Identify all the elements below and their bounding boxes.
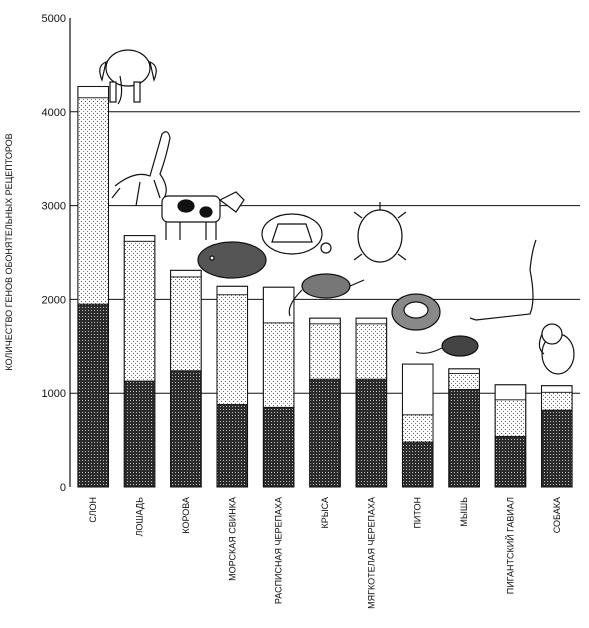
bar-segment-dense (170, 370, 202, 488)
category-label: ПИГАНТСКИЙ ГАВИАЛ (504, 497, 515, 594)
bar-segment-light (216, 294, 248, 405)
category-label: КРЫСА (320, 497, 330, 529)
y-tick-label: 3000 (42, 201, 66, 213)
bar-segment-white (123, 235, 156, 242)
gavial-icon (469, 239, 537, 321)
elephant-icon (99, 49, 157, 105)
bar-segment-light (170, 276, 202, 372)
category-label: ПИТОН (413, 497, 423, 529)
bar-segment-dense (77, 303, 109, 488)
mouse-icon (415, 335, 479, 357)
rat-icon (288, 273, 365, 317)
category-label: СЛОН (88, 497, 98, 523)
bar-segment-dense (494, 435, 527, 488)
bar-segment-white (309, 317, 341, 325)
bar-segment-white (170, 269, 202, 278)
bar-segment-dense (309, 378, 341, 488)
bar-segment-white (355, 317, 388, 325)
category-label: МЯГКОТЕЛАЯ ЧЕРЕПАХА (366, 497, 376, 609)
guinea-pig-icon (197, 241, 267, 279)
y-tick-label: 4000 (42, 107, 66, 119)
horse-icon (111, 131, 171, 207)
bar-outline (541, 385, 573, 488)
bar-outline (262, 286, 295, 488)
bar-segment-light (448, 373, 480, 390)
category-label: ЛОШАДЬ (135, 497, 145, 537)
bar-outline (494, 384, 527, 488)
y-axis-label: КОЛИЧЕСТВО ГЕНОВ ОБОНЯТЕЛЬНЫХ РЕЦЕПТОРОВ (4, 133, 14, 370)
turtle-icon (261, 213, 332, 255)
y-tick-label: 0 (60, 482, 66, 494)
bar-segment-light (262, 322, 295, 408)
bar-outline (401, 363, 434, 488)
bar-segment-white (541, 385, 573, 393)
y-tick-label: 5000 (42, 13, 66, 25)
bar-segment-white (77, 86, 109, 99)
y-tick-label: 2000 (42, 294, 66, 306)
python-icon (391, 293, 441, 331)
bar-segment-light (402, 414, 434, 443)
bar-outline (123, 235, 156, 488)
bar-segment-dense (402, 441, 434, 488)
category-label: КОРОВА (181, 497, 191, 534)
y-tick-label: 1000 (42, 388, 66, 400)
bar-segment-dense (123, 380, 156, 488)
bar-segment-dense (262, 406, 295, 488)
bar-outline (170, 269, 202, 488)
dog-icon (538, 323, 575, 375)
bar-outline (309, 317, 341, 488)
bar-segment-white (262, 286, 295, 324)
bar-segment-white (402, 363, 434, 416)
category-label: МОРСКАЯ СВИНКА (227, 497, 237, 581)
bar-segment-dense (216, 404, 248, 488)
bar-segment-light (355, 323, 388, 380)
bar-segment-light (309, 323, 341, 380)
bar-segment-light (494, 399, 527, 437)
bar-segment-light (123, 240, 156, 382)
bar-segment-dense (448, 389, 480, 488)
bar-segment-dense (541, 409, 573, 488)
cow-icon (161, 191, 245, 240)
bar-segment-white (494, 384, 527, 401)
bar-outline (355, 317, 388, 488)
bar-segment-white (216, 285, 248, 296)
category-label: СОБАКА (552, 497, 562, 533)
category-label: МЫШЬ (459, 497, 469, 527)
bar-segment-dense (355, 378, 388, 488)
bar-outline (216, 285, 249, 488)
category-label: РАСПИСНАЯ ЧЕРЕПАХА (274, 497, 284, 604)
bar-outline (448, 368, 480, 488)
bar-segment-white (448, 368, 480, 374)
bar-segment-light (541, 391, 573, 411)
bar-outline (77, 85, 109, 488)
bar-segment-light (77, 97, 109, 305)
softshell-turtle-icon (353, 202, 407, 263)
